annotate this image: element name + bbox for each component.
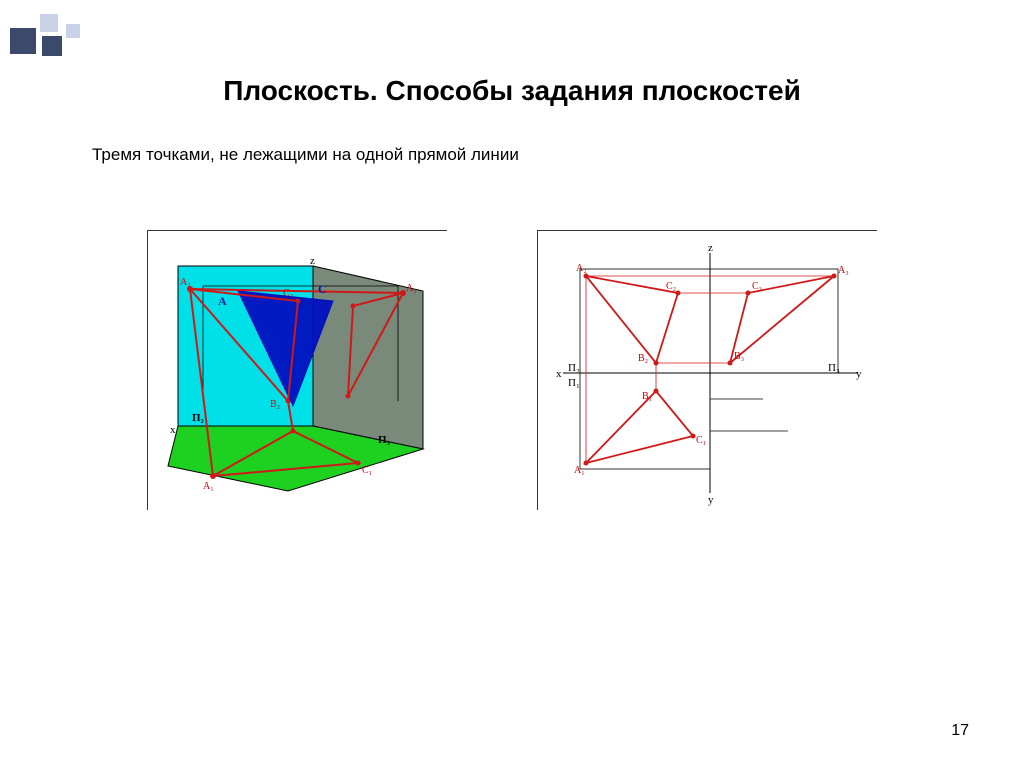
label-П2: П₂	[192, 412, 205, 424]
label-C1r: C₁	[696, 435, 706, 446]
label-C: C	[318, 282, 327, 296]
figures-row: A₂ A₃ A C₂ C B₂ z x П₂ П₃ A₁ C₁	[0, 230, 1024, 510]
figure-3d-planes: A₂ A₃ A C₂ C B₂ z x П₂ П₃ A₁ C₁	[147, 230, 447, 510]
label-A1: A₁	[203, 481, 214, 492]
label-A3: A₃	[406, 283, 417, 294]
deco-square	[10, 28, 36, 54]
label-B2: B₂	[270, 399, 280, 410]
label-П3r: П₃	[828, 362, 840, 374]
label-B3r: B₃	[734, 351, 744, 362]
label-y2r: y	[708, 494, 714, 506]
label-A3r: A₃	[838, 265, 849, 276]
label-A2r: A₂	[576, 263, 587, 274]
label-z: z	[310, 255, 315, 267]
deco-square	[42, 36, 62, 56]
label-C2: C₂	[283, 288, 293, 299]
label-xr: x	[556, 368, 562, 380]
label-A1r: A₁	[574, 465, 585, 476]
label-П2r: П₂	[568, 362, 580, 374]
label-yr: y	[856, 368, 862, 380]
deco-square	[40, 14, 58, 32]
label-C3r: C₃	[752, 281, 762, 292]
deco-square	[66, 24, 80, 38]
label-C2r: C₂	[666, 281, 676, 292]
label-x: x	[170, 424, 176, 436]
label-П3: П₃	[378, 434, 391, 446]
subtitle: Тремя точками, не лежащими на одной прям…	[92, 145, 519, 165]
label-A: A	[218, 294, 227, 308]
figure-epure: A₂ A₃ C₂ C₃ B₂ B₃ B₁ A₁ C₁ z x y y П₂ П₁…	[537, 230, 877, 510]
label-zr: z	[708, 242, 713, 254]
label-C1: C₁	[362, 465, 372, 476]
page-number: 17	[951, 722, 969, 740]
label-П1r: П₁	[568, 377, 580, 389]
label-B2r: B₂	[638, 353, 648, 364]
label-A2: A₂	[180, 277, 191, 288]
label-B1r: B₁	[642, 391, 652, 402]
corner-decoration	[0, 0, 100, 60]
page-title: Плоскость. Способы задания плоскостей	[0, 75, 1024, 107]
